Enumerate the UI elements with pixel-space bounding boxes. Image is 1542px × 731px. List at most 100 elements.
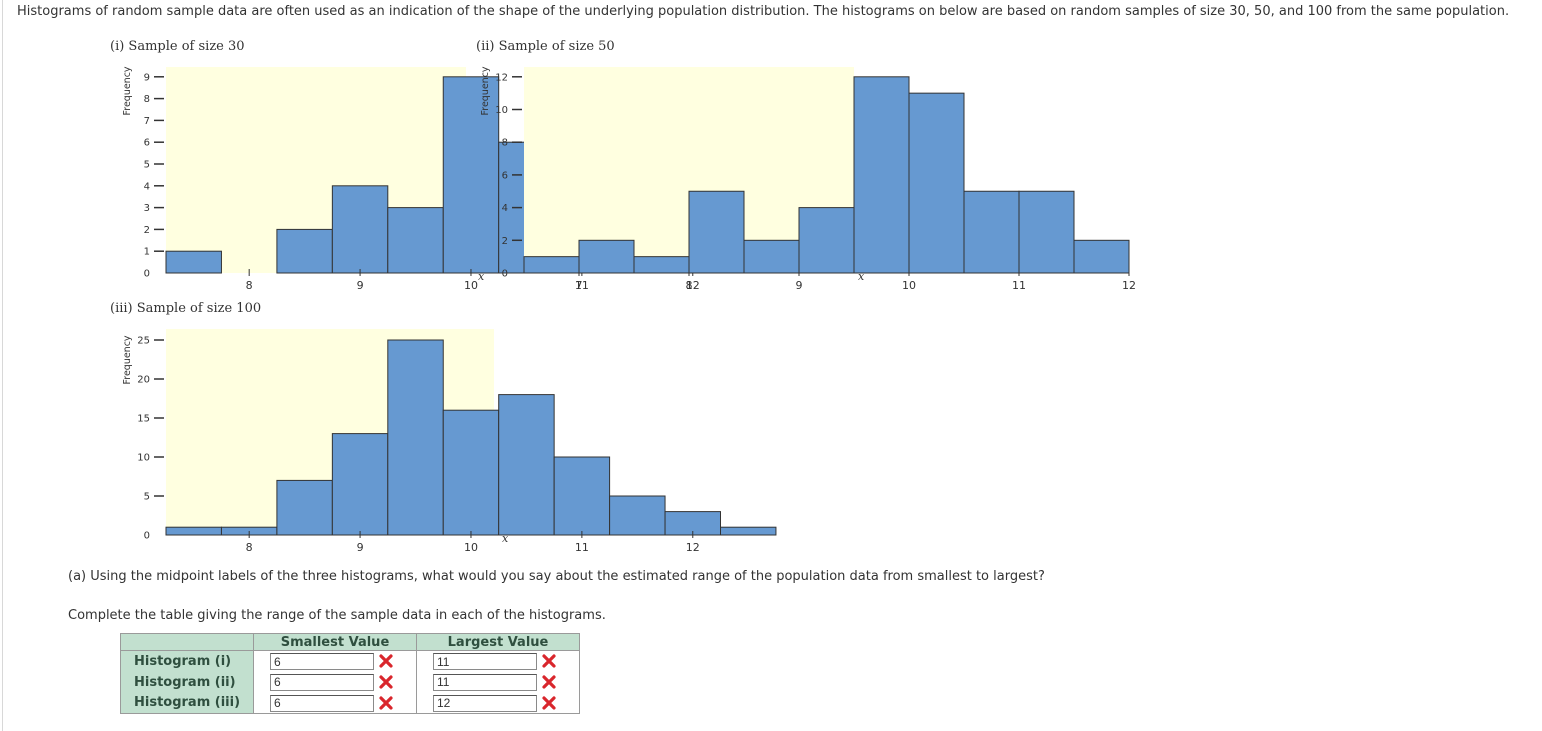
y-tick-label: 25: [137, 336, 150, 347]
y-axis-label: Frequency: [122, 66, 133, 115]
incorrect-x-icon: [379, 674, 393, 689]
smallest-value-input-iii[interactable]: [270, 694, 374, 712]
histogram-bar: [853, 76, 910, 274]
histogram-bar: [798, 207, 855, 274]
y-tick-label: 2: [144, 225, 150, 236]
x-tick-label: 12: [1122, 279, 1136, 292]
chart-title: (i) Sample of size 30: [110, 39, 245, 54]
smallest-value-input-i[interactable]: [270, 653, 374, 670]
histogram-ii: (ii) Sample of size 50 Frequency 0 2 4 6 8 10 12…: [476, 39, 1136, 292]
incorrect-x-icon: [379, 695, 393, 710]
smallest-value-input-ii[interactable]: [270, 673, 374, 691]
histogram-bar: [963, 190, 1020, 274]
y-axis-label: Frequency: [122, 335, 133, 384]
histogram-bar: [578, 239, 635, 274]
y-tick-label: 9: [144, 72, 150, 83]
histogram-bar: [442, 76, 500, 274]
row-label-histogram-iii: Histogram (iii): [120, 692, 254, 714]
y-tick-label: 15: [137, 414, 150, 425]
histogram-bar: [743, 239, 800, 274]
x-tick-label: 9: [796, 279, 803, 292]
table-row: Histogram (iii): [120, 692, 580, 714]
y-tick-label: 10: [137, 453, 150, 464]
y-tick-label: 1: [144, 247, 150, 258]
header-smallest-value: Smallest Value: [253, 633, 417, 651]
y-tick-label: 10: [495, 105, 508, 116]
x-tick-label: 11: [575, 279, 589, 292]
y-tick-label: 8: [502, 138, 508, 149]
histogram-bar: [633, 256, 690, 274]
x-tick-label: 11: [1012, 279, 1026, 292]
incorrect-x-icon: [542, 654, 556, 668]
x-tick-label: 12: [686, 279, 700, 292]
table-row: Histogram (ii): [120, 671, 580, 693]
table-row: Histogram (i): [120, 650, 580, 672]
header-largest-value: Largest Value: [416, 633, 580, 651]
y-axis-label: Frequency: [480, 66, 491, 115]
table-corner: [120, 633, 254, 651]
histogram-bar: [165, 250, 222, 274]
y-tick-label: 12: [495, 72, 508, 83]
y-tick-label: 7: [144, 116, 150, 127]
y-tick-label: 4: [144, 181, 150, 192]
histogram-bar: [688, 190, 745, 274]
table-instruction: Complete the table giving the range of t…: [68, 608, 606, 623]
histogram-bar: [387, 207, 444, 274]
x-tick-label: 8: [686, 279, 693, 292]
histogram-bar: [908, 92, 965, 274]
chart-title: (ii) Sample of size 50: [476, 39, 615, 54]
x-axis-label: x: [502, 532, 509, 545]
largest-value-input-iii[interactable]: [433, 694, 537, 712]
y-tick-label: 8: [144, 94, 150, 105]
histogram-iii: (iii) Sample of size 100 Frequency 0 5 10 15 2…: [110, 301, 777, 554]
histogram-bar: [1073, 239, 1130, 274]
y-tick-label: 4: [502, 203, 508, 214]
x-tick-label: 9: [357, 279, 364, 292]
histogram-bar: [553, 456, 611, 536]
y-tick-label: 0: [144, 269, 150, 280]
x-tick-label: 10: [902, 279, 916, 292]
histogram-bar: [1018, 190, 1075, 274]
histogram-i: (i) Sample of size 30Frequency0123456789…: [110, 39, 721, 292]
incorrect-x-icon: [542, 674, 556, 689]
largest-value-input-i[interactable]: [433, 653, 537, 670]
histogram-bar: [720, 526, 777, 536]
y-tick-label: 5: [144, 160, 150, 171]
y-tick-label: 2: [502, 236, 508, 247]
x-tick-label: 9: [357, 541, 364, 554]
x-tick-label: 10: [464, 279, 478, 292]
histogram-bar: [609, 495, 666, 536]
y-tick-label: 6: [502, 170, 508, 181]
x-tick-label: 10: [464, 541, 478, 554]
y-tick-label: 5: [144, 492, 150, 503]
histogram-bar: [331, 185, 389, 274]
incorrect-x-icon: [379, 654, 393, 668]
left-border: [2, 0, 3, 731]
x-tick-label: 11: [575, 541, 589, 554]
histogram-bar: [331, 433, 389, 536]
y-tick-label: 6: [144, 138, 150, 149]
y-tick-label: 0: [144, 531, 150, 542]
incorrect-x-icon: [542, 695, 556, 710]
question-a: (a) Using the midpoint labels of the thr…: [68, 569, 1045, 584]
largest-value-input-ii[interactable]: [433, 673, 537, 691]
histogram-bar: [276, 228, 333, 274]
histogram-bar: [523, 256, 580, 274]
y-tick-label: 20: [137, 375, 150, 386]
histogram-bar: [442, 409, 500, 536]
chart-title: (iii) Sample of size 100: [110, 301, 261, 316]
y-tick-label: 3: [144, 203, 150, 214]
x-axis-label: x: [858, 270, 865, 283]
range-table: Smallest Value Largest Value Histogram (…: [120, 633, 580, 714]
x-tick-label: 8: [246, 279, 253, 292]
histogram-bar: [165, 526, 222, 536]
histogram-bar: [276, 479, 333, 536]
x-axis-label: x: [478, 270, 485, 283]
y-tick-label: 0: [502, 269, 508, 280]
x-tick-label: 8: [246, 541, 253, 554]
intro-text: Histograms of random sample data are oft…: [17, 4, 1510, 19]
x-tick-label: 7: [576, 279, 583, 292]
histogram-bar: [387, 339, 444, 536]
histogram-bar: [498, 394, 555, 536]
x-tick-label: 12: [686, 541, 700, 554]
